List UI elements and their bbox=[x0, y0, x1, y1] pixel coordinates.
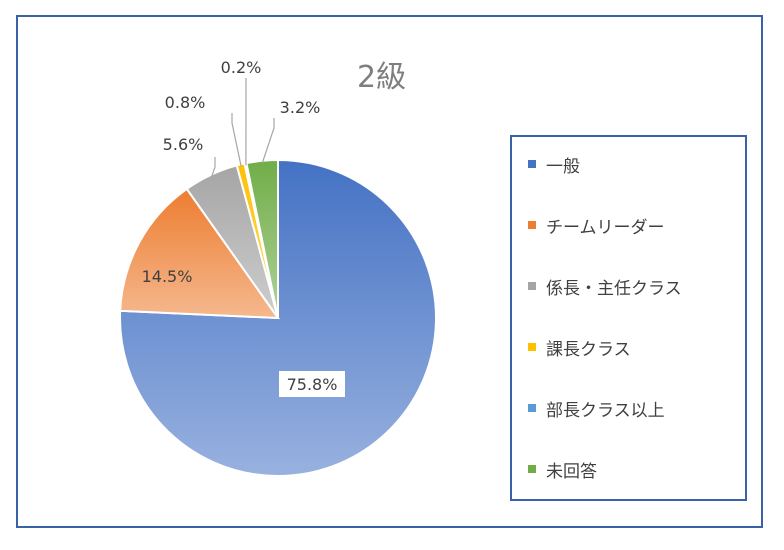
legend-item-3: 課長クラス bbox=[528, 335, 631, 360]
legend-label-3: 課長クラス bbox=[546, 339, 631, 360]
legend-swatch-3 bbox=[528, 343, 536, 351]
legend-item-2: 係長・主任クラス bbox=[528, 274, 682, 299]
legend-item-4: 部長クラス以上 bbox=[528, 396, 665, 421]
legend-label-1: チームリーダー bbox=[546, 217, 665, 238]
legend-item-0: 一般 bbox=[528, 152, 580, 177]
legend-label-5: 未回答 bbox=[546, 461, 597, 482]
chart-title: 2級 bbox=[357, 60, 407, 95]
leader-line-2 bbox=[211, 157, 216, 178]
legend-item-5: 未回答 bbox=[528, 457, 597, 482]
chart-legend: 一般 チームリーダー 係長・主任クラス 課長クラス 部長クラス以上 未回答 bbox=[510, 135, 747, 501]
pie-slice-1 bbox=[119, 187, 280, 320]
legend-swatch-4 bbox=[528, 404, 536, 412]
data-label-4: 0.2% bbox=[221, 58, 262, 77]
data-label-0: 75.8% bbox=[287, 375, 338, 394]
leader-line-3 bbox=[231, 113, 242, 167]
data-label-2: 5.6% bbox=[163, 135, 204, 154]
data-label-box-0 bbox=[279, 371, 345, 397]
data-label-5: 3.2% bbox=[280, 98, 321, 117]
data-label-1: 14.5% bbox=[142, 267, 193, 286]
legend-label-2: 係長・主任クラス bbox=[546, 278, 682, 299]
legend-swatch-2 bbox=[528, 282, 536, 290]
legend-item-1: チームリーダー bbox=[528, 213, 665, 238]
legend-swatch-0 bbox=[528, 160, 536, 168]
legend-label-0: 一般 bbox=[546, 156, 580, 177]
leader-line-5 bbox=[261, 118, 275, 163]
legend-swatch-5 bbox=[528, 465, 536, 473]
data-label-3: 0.8% bbox=[165, 93, 206, 112]
legend-swatch-1 bbox=[528, 221, 536, 229]
legend-label-4: 部長クラス以上 bbox=[546, 400, 665, 421]
